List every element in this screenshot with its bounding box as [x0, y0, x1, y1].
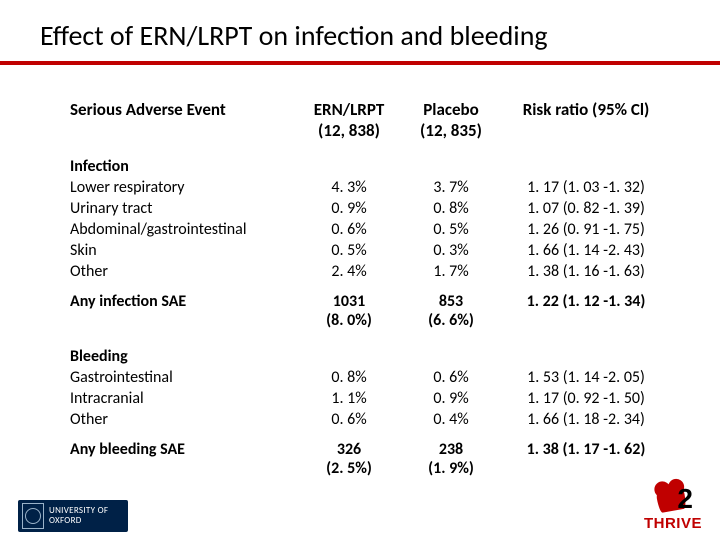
table-header-row: Serious Adverse Event ERN/LRPT (12, 838)…	[70, 95, 670, 153]
cell-placebo: 0. 4%	[400, 409, 502, 430]
hdr-line: ERN/LRPT	[314, 99, 385, 120]
cell-rr: 1. 53 (1. 14 -2. 05)	[502, 367, 670, 388]
hdr-line: (12, 835)	[420, 120, 482, 141]
cell-placebo: 0. 3%	[400, 240, 502, 261]
summary-rr: 1. 22 (1. 12 -1. 34)	[502, 282, 670, 331]
cell-ern: 4. 3%	[298, 177, 400, 198]
cell-ern: 0. 6%	[298, 219, 400, 240]
table-row: Abdominal/gastrointestinal0. 6%0. 5%1. 2…	[70, 219, 670, 240]
footer: UNIVERSITY OF OXFORD 2 THRIVE	[0, 482, 720, 532]
table-row: Gastrointestinal0. 8%0. 6%1. 53 (1. 14 -…	[70, 367, 670, 388]
cell-placebo: 0. 5%	[400, 219, 502, 240]
cell-ern: 2. 4%	[298, 261, 400, 282]
oxford-crest-icon	[22, 503, 44, 529]
table-row: Lower respiratory4. 3%3. 7%1. 17 (1. 03 …	[70, 177, 670, 198]
cell-placebo: 0. 6%	[400, 367, 502, 388]
row-label: Urinary tract	[70, 198, 298, 219]
oxford-logo: UNIVERSITY OF OXFORD	[18, 500, 128, 532]
row-label: Skin	[70, 240, 298, 261]
table-row: Other0. 6%0. 4%1. 66 (1. 18 -2. 34)	[70, 409, 670, 430]
row-label: Other	[70, 409, 298, 430]
summary-rr: 1. 38 (1. 17 -1. 62)	[502, 430, 670, 479]
oxford-line: OXFORD	[49, 515, 82, 526]
table-row: Urinary tract0. 9%0. 8%1. 07 (0. 82 -1. …	[70, 198, 670, 219]
table-body: InfectionLower respiratory4. 3%3. 7%1. 1…	[70, 153, 670, 479]
thrive-logo: 2 THRIVE	[644, 485, 702, 532]
adverse-event-table: Serious Adverse Event ERN/LRPT (12, 838)…	[70, 95, 670, 479]
cell-rr: 1. 17 (0. 92 -1. 50)	[502, 388, 670, 409]
summary-ern: 1031(8. 0%)	[298, 282, 400, 331]
row-label: Intracranial	[70, 388, 298, 409]
cell-rr: 1. 66 (1. 18 -2. 34)	[502, 409, 670, 430]
cell-rr: 1. 07 (0. 82 -1. 39)	[502, 198, 670, 219]
row-label: Other	[70, 261, 298, 282]
cell-placebo: 3. 7%	[400, 177, 502, 198]
cell-rr: 1. 38 (1. 16 -1. 63)	[502, 261, 670, 282]
thrive-heart-icon: 2	[651, 485, 695, 513]
cell-placebo: 0. 8%	[400, 198, 502, 219]
thrive-two-text: 2	[677, 483, 693, 515]
row-label: Abdominal/gastrointestinal	[70, 219, 298, 240]
cell-placebo: 0. 9%	[400, 388, 502, 409]
table-container: Serious Adverse Event ERN/LRPT (12, 838)…	[0, 95, 720, 479]
row-label: Lower respiratory	[70, 177, 298, 198]
table-row: Intracranial1. 1%0. 9%1. 17 (0. 92 -1. 5…	[70, 388, 670, 409]
cell-ern: 0. 5%	[298, 240, 400, 261]
cell-ern: 0. 8%	[298, 367, 400, 388]
cell-rr: 1. 17 (1. 03 -1. 32)	[502, 177, 670, 198]
hdr-line: (12, 838)	[318, 120, 380, 141]
col-header-risk-ratio: Risk ratio (95% Cl)	[502, 95, 670, 153]
summary-row: Any bleeding SAE326(2. 5%)238(1. 9%)1. 3…	[70, 430, 670, 479]
cell-rr: 1. 26 (0. 91 -1. 75)	[502, 219, 670, 240]
cell-rr: 1. 66 (1. 14 -2. 43)	[502, 240, 670, 261]
oxford-text: UNIVERSITY OF OXFORD	[44, 506, 108, 526]
summary-placebo: 238(1. 9%)	[400, 430, 502, 479]
thrive-text: THRIVE	[644, 515, 702, 532]
summary-placebo: 853(6. 6%)	[400, 282, 502, 331]
col-header-event: Serious Adverse Event	[70, 95, 298, 153]
row-label: Gastrointestinal	[70, 367, 298, 388]
summary-ern: 326(2. 5%)	[298, 430, 400, 479]
cell-ern: 1. 1%	[298, 388, 400, 409]
summary-label: Any bleeding SAE	[70, 430, 298, 479]
cell-ern: 0. 6%	[298, 409, 400, 430]
table-row: Other2. 4%1. 7%1. 38 (1. 16 -1. 63)	[70, 261, 670, 282]
summary-row: Any infection SAE1031(8. 0%)853(6. 6%)1.…	[70, 282, 670, 331]
col-header-ern: ERN/LRPT (12, 838)	[298, 95, 400, 153]
group-heading: Bleeding	[70, 343, 298, 367]
cell-ern: 0. 9%	[298, 198, 400, 219]
title-underline	[0, 61, 720, 65]
table-row: Skin0. 5%0. 3%1. 66 (1. 14 -2. 43)	[70, 240, 670, 261]
summary-label: Any infection SAE	[70, 282, 298, 331]
col-header-placebo: Placebo (12, 835)	[400, 95, 502, 153]
slide-title: Effect of ERN/LRPT on infection and blee…	[0, 0, 720, 61]
group-heading: Infection	[70, 153, 298, 177]
hdr-line: Placebo	[423, 99, 479, 120]
cell-placebo: 1. 7%	[400, 261, 502, 282]
